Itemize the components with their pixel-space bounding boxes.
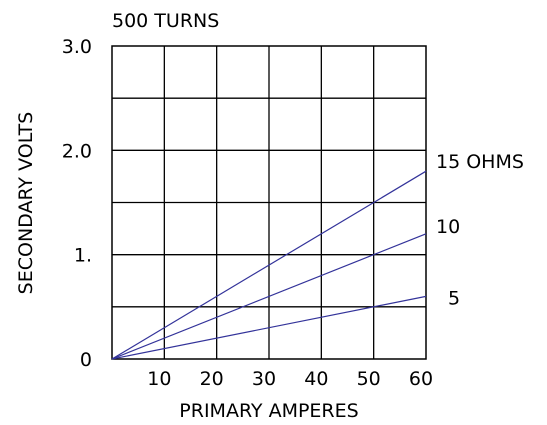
series-label: 10 bbox=[436, 216, 460, 238]
y-axis-label: SECONDARY VOLTS bbox=[15, 112, 37, 295]
x-tick-label: 40 bbox=[304, 368, 328, 390]
series-group bbox=[111, 170, 427, 360]
series-label: 5 bbox=[448, 287, 460, 309]
x-tick-labels: 10 20 30 40 50 60 bbox=[147, 368, 433, 390]
series-line bbox=[111, 170, 427, 360]
x-axis-label: PRIMARY AMPERES bbox=[179, 400, 358, 422]
y-tick-labels: 0 1. 2.0 3.0 bbox=[62, 36, 92, 371]
y-tick-label: 0 bbox=[80, 349, 92, 371]
x-tick-label: 50 bbox=[357, 368, 381, 390]
x-tick-label: 10 bbox=[147, 368, 171, 390]
y-tick-label: 2.0 bbox=[62, 140, 92, 162]
grid-lines bbox=[112, 46, 426, 359]
x-tick-label: 60 bbox=[409, 368, 433, 390]
y-tick-label: 3.0 bbox=[62, 36, 92, 58]
x-tick-label: 30 bbox=[252, 368, 276, 390]
y-tick-label: 1. bbox=[74, 245, 92, 267]
series-line bbox=[111, 233, 427, 360]
chart-title: 500 TURNS bbox=[112, 10, 219, 32]
series-line bbox=[111, 295, 427, 360]
series-label: 15 OHMS bbox=[436, 151, 524, 173]
x-tick-label: 20 bbox=[200, 368, 224, 390]
series-labels: 15 OHMS 10 5 bbox=[436, 151, 524, 309]
